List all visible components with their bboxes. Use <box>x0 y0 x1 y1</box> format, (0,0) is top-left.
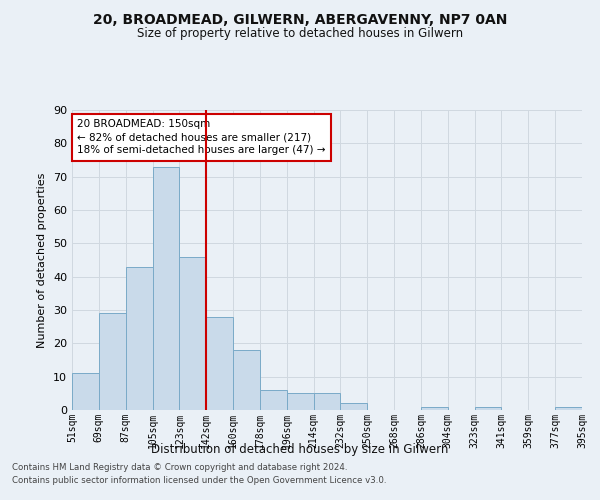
Bar <box>125 266 152 410</box>
Bar <box>340 404 367 410</box>
Text: Contains HM Land Registry data © Crown copyright and database right 2024.: Contains HM Land Registry data © Crown c… <box>12 464 347 472</box>
Bar <box>179 256 206 410</box>
Bar <box>99 314 125 410</box>
Bar <box>260 390 287 410</box>
Text: 20 BROADMEAD: 150sqm
← 82% of detached houses are smaller (217)
18% of semi-deta: 20 BROADMEAD: 150sqm ← 82% of detached h… <box>77 119 326 156</box>
Text: Size of property relative to detached houses in Gilwern: Size of property relative to detached ho… <box>137 28 463 40</box>
Bar <box>233 350 260 410</box>
Text: 20, BROADMEAD, GILWERN, ABERGAVENNY, NP7 0AN: 20, BROADMEAD, GILWERN, ABERGAVENNY, NP7… <box>93 12 507 26</box>
Bar <box>314 394 340 410</box>
Text: Contains public sector information licensed under the Open Government Licence v3: Contains public sector information licen… <box>12 476 386 485</box>
Bar <box>555 406 582 410</box>
Bar <box>72 374 99 410</box>
Bar <box>152 166 179 410</box>
Bar <box>421 406 448 410</box>
Text: Distribution of detached houses by size in Gilwern: Distribution of detached houses by size … <box>151 442 449 456</box>
Bar <box>206 316 233 410</box>
Bar <box>287 394 314 410</box>
Y-axis label: Number of detached properties: Number of detached properties <box>37 172 47 348</box>
Bar <box>475 406 502 410</box>
